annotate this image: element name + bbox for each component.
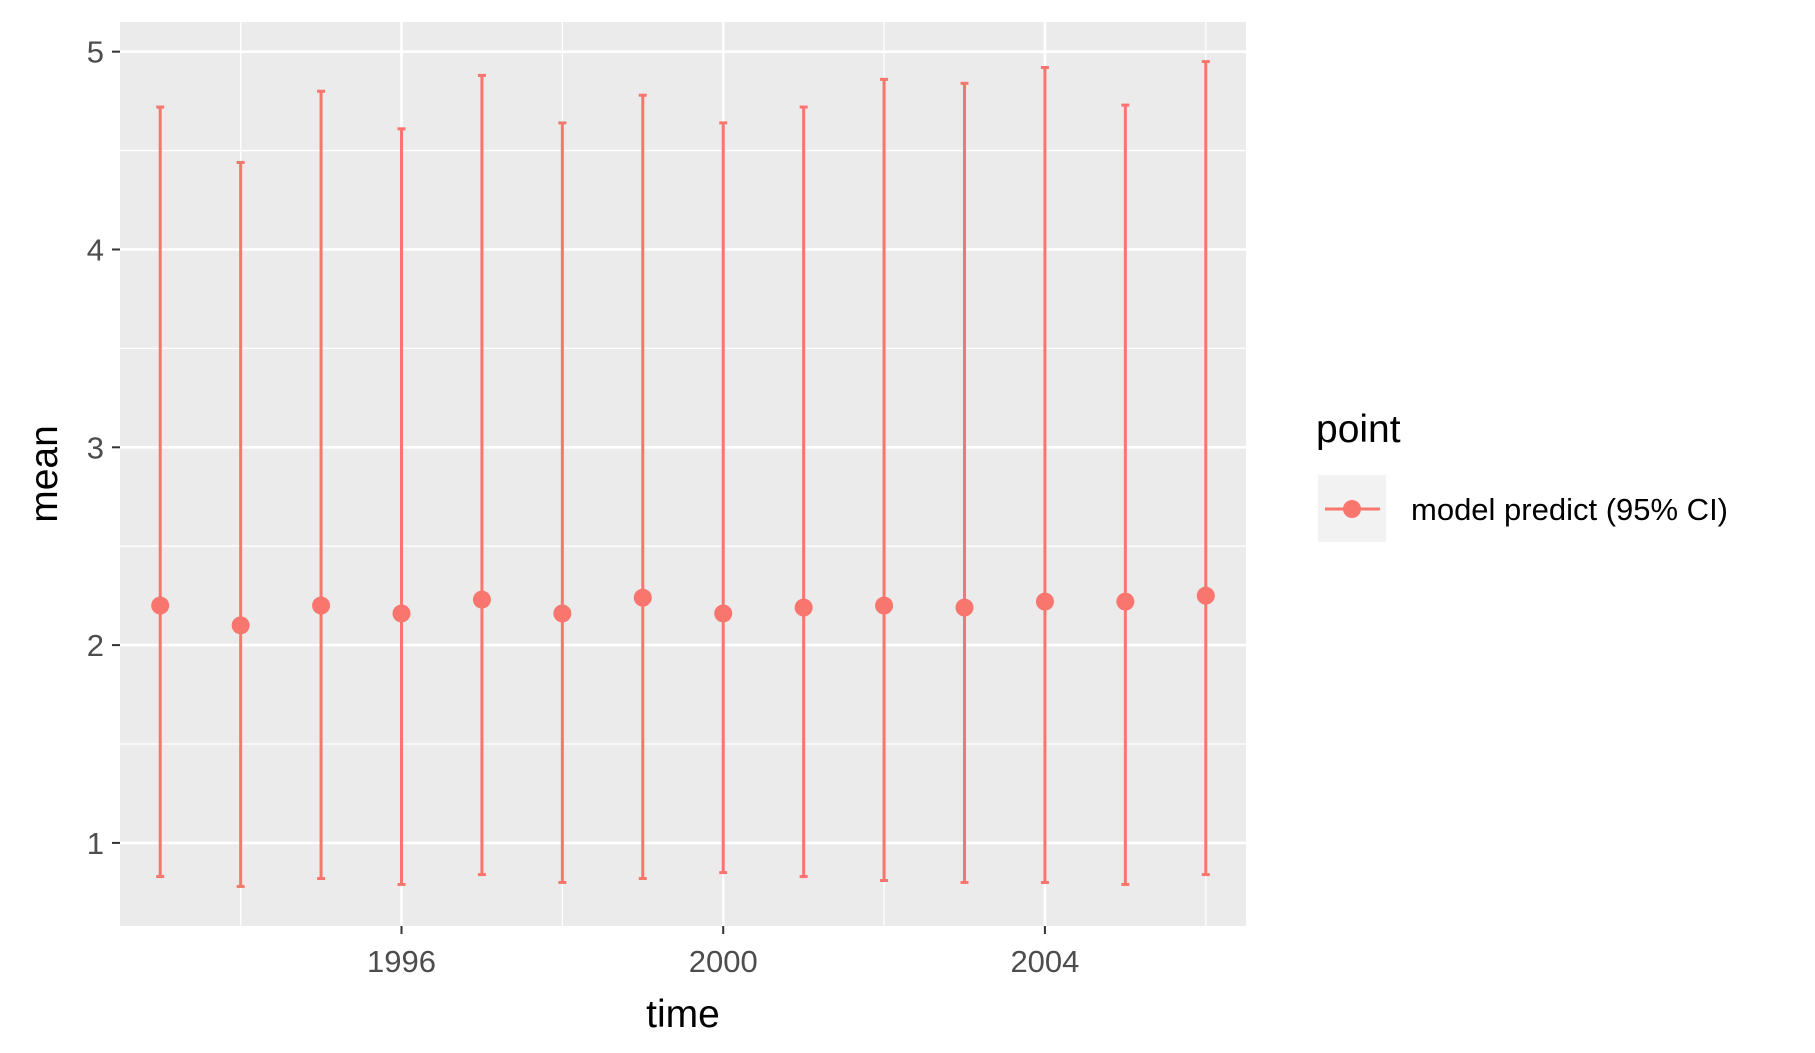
- y-tick-label: 2: [87, 628, 104, 663]
- data-point: [312, 596, 331, 615]
- data-point: [472, 590, 491, 609]
- data-point: [714, 604, 733, 623]
- data-point: [794, 598, 813, 617]
- data-point: [231, 616, 250, 635]
- data-point: [1116, 592, 1135, 611]
- y-tick-label: 1: [87, 826, 104, 861]
- data-point: [553, 604, 572, 623]
- data-point: [875, 596, 894, 615]
- error-bars: [156, 60, 1210, 888]
- x-axis: 1996 2000 2004: [367, 926, 1079, 979]
- legend-key-point: [1343, 500, 1361, 518]
- data-point: [633, 588, 652, 607]
- plot-panel-background: [120, 22, 1246, 926]
- y-axis-title: mean: [23, 425, 66, 523]
- data-points: [151, 586, 1215, 635]
- legend: point model predict (95% CI): [1316, 408, 1728, 542]
- y-tick-label: 4: [87, 232, 104, 267]
- x-axis-title: time: [646, 993, 720, 1036]
- y-tick-label: 3: [87, 430, 104, 465]
- data-point: [392, 604, 411, 623]
- data-point: [151, 596, 170, 615]
- x-tick-label: 1996: [367, 944, 436, 979]
- legend-label: model predict (95% CI): [1411, 492, 1728, 527]
- x-tick-label: 2000: [689, 944, 758, 979]
- data-point: [1035, 592, 1054, 611]
- data-point: [1196, 586, 1215, 605]
- data-point: [955, 598, 974, 617]
- y-tick-label: 5: [87, 35, 104, 70]
- x-tick-label: 2004: [1010, 944, 1079, 979]
- legend-title: point: [1316, 408, 1401, 451]
- y-axis: 1 2 3 4 5: [87, 35, 120, 861]
